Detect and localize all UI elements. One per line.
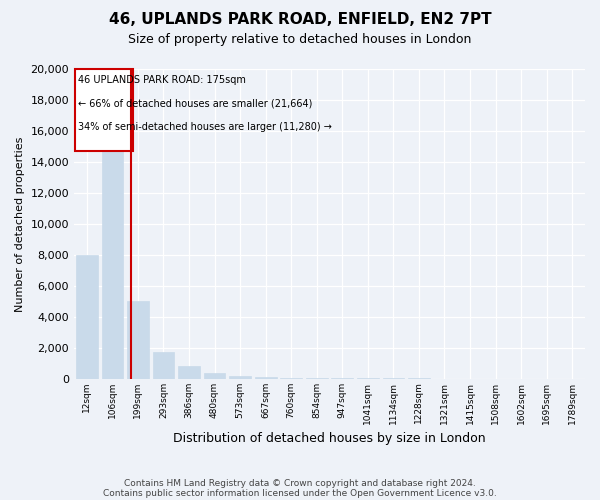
Bar bbox=[76, 255, 98, 379]
Y-axis label: Number of detached properties: Number of detached properties bbox=[15, 136, 25, 312]
Text: Size of property relative to detached houses in London: Size of property relative to detached ho… bbox=[128, 32, 472, 46]
Bar bbox=[152, 352, 175, 379]
Text: Contains public sector information licensed under the Open Government Licence v3: Contains public sector information licen… bbox=[103, 488, 497, 498]
Bar bbox=[203, 372, 226, 379]
Bar bbox=[178, 366, 200, 379]
Bar bbox=[76, 69, 133, 151]
Text: 46 UPLANDS PARK ROAD: 175sqm: 46 UPLANDS PARK ROAD: 175sqm bbox=[79, 75, 246, 85]
Bar bbox=[280, 378, 302, 379]
Bar bbox=[127, 302, 149, 379]
Text: Contains HM Land Registry data © Crown copyright and database right 2024.: Contains HM Land Registry data © Crown c… bbox=[124, 478, 476, 488]
Bar bbox=[306, 378, 328, 379]
Bar bbox=[101, 122, 123, 379]
Text: 46, UPLANDS PARK ROAD, ENFIELD, EN2 7PT: 46, UPLANDS PARK ROAD, ENFIELD, EN2 7PT bbox=[109, 12, 491, 28]
Text: ← 66% of detached houses are smaller (21,664): ← 66% of detached houses are smaller (21… bbox=[79, 98, 313, 108]
Bar bbox=[331, 378, 353, 379]
Bar bbox=[229, 376, 251, 379]
X-axis label: Distribution of detached houses by size in London: Distribution of detached houses by size … bbox=[173, 432, 486, 445]
Bar bbox=[255, 377, 277, 379]
Text: 34% of semi-detached houses are larger (11,280) →: 34% of semi-detached houses are larger (… bbox=[79, 122, 332, 132]
